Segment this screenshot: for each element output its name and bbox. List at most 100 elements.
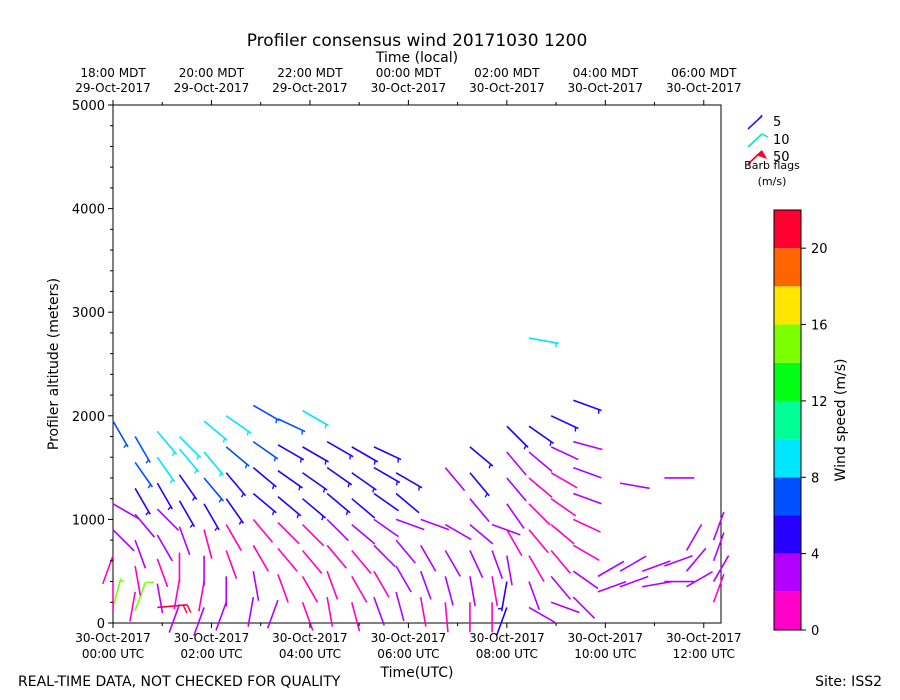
- barb-half: [218, 498, 223, 503]
- wind-barb: [597, 580, 627, 593]
- barb-staff: [203, 477, 224, 502]
- barb-staff: [351, 523, 376, 545]
- barb-staff: [156, 482, 174, 510]
- colorbar-tick-label: 8: [811, 471, 819, 486]
- barb-staff: [686, 571, 713, 588]
- barb-staff: [619, 482, 650, 490]
- colorbar-segment: [774, 286, 801, 325]
- barb-staff: [619, 575, 649, 588]
- barb-half: [484, 493, 488, 498]
- barb-half: [169, 478, 174, 484]
- barb-staff: [444, 602, 449, 633]
- wind-barb: [168, 604, 181, 633]
- barb-staff: [252, 518, 274, 543]
- barb-staff: [550, 523, 575, 545]
- wind-barb: [277, 444, 305, 463]
- wind-barb: [326, 596, 334, 627]
- barb-legend-entry: 5: [747, 114, 781, 130]
- x-axis: 30-Oct-2017 00:00 UTC 30-Oct-2017 02:00 UTC…: [75, 102, 742, 661]
- wind-barb: [129, 591, 136, 622]
- wind-barb: [395, 565, 412, 593]
- y-tick-label: 0: [97, 617, 105, 632]
- barb-staff: [528, 425, 555, 445]
- quality-note: REAL-TIME DATA, NOT CHECKED FOR QUALITY: [18, 674, 341, 690]
- wind-barb: [469, 576, 476, 607]
- x2-tick-label-date: 29-Oct-2017: [174, 81, 250, 95]
- wind-barb: [619, 482, 650, 490]
- wind-barb: [550, 446, 579, 461]
- wind-barb: [203, 503, 220, 531]
- wind-barb: [134, 581, 154, 611]
- barb-staff: [156, 558, 169, 588]
- barb-half: [271, 484, 275, 490]
- barb-staff: [444, 467, 466, 492]
- barb-staff: [156, 534, 174, 562]
- wind-barb: [156, 430, 178, 457]
- wind-barb: [178, 474, 198, 501]
- barb-staff: [469, 498, 490, 523]
- barb-legend-label: 50: [773, 150, 790, 165]
- wind-barb: [112, 578, 125, 608]
- wind-barb: [395, 539, 416, 564]
- wind-barb: [712, 555, 730, 582]
- barb-staff: [134, 539, 147, 569]
- barb-staff: [395, 591, 405, 622]
- colorbar-tick-label: 20: [811, 242, 828, 257]
- colorbar-segment: [774, 553, 801, 592]
- wind-barb: [444, 550, 462, 577]
- wind-barb: [156, 482, 174, 511]
- barb-staff: [326, 570, 339, 600]
- barb-staff: [225, 498, 245, 524]
- barb-half: [123, 443, 128, 449]
- wind-barb: [277, 521, 300, 545]
- barb-half: [246, 431, 250, 436]
- wind-barb: [444, 523, 472, 541]
- wind-barb: [301, 524, 325, 547]
- barb-half: [554, 342, 558, 348]
- wind-barb: [712, 511, 725, 541]
- barb-staff: [193, 607, 205, 636]
- barb-staff: [173, 579, 181, 610]
- wind-barb: [156, 534, 174, 562]
- colorbar-segment: [774, 248, 801, 287]
- barb-half: [322, 488, 326, 493]
- barb-half: [523, 444, 527, 450]
- barb-staff: [266, 599, 279, 629]
- barb-staff: [156, 456, 176, 483]
- wind-barb: [395, 472, 423, 491]
- wind-barb: [178, 526, 191, 556]
- x-tick-label-date: 30-Oct-2017: [272, 631, 348, 645]
- barb-staff: [302, 446, 329, 463]
- wind-barb: [469, 472, 490, 498]
- barb-staff: [134, 513, 156, 538]
- wind-barb: [112, 529, 135, 552]
- barb-staff: [528, 529, 549, 554]
- x-tick-label-date: 30-Oct-2017: [371, 631, 447, 645]
- barb-staff: [277, 444, 305, 461]
- barb-staff: [134, 436, 151, 463]
- y-tick-label: 4000: [72, 203, 105, 218]
- barb-staff: [168, 604, 181, 633]
- barb-staff: [156, 508, 180, 531]
- wind-barb: [198, 581, 205, 612]
- barb-staff: [550, 415, 579, 430]
- barb-half: [321, 515, 324, 521]
- barb-staff: [506, 451, 527, 476]
- wind-barb: [419, 544, 437, 572]
- wind-barb: [495, 607, 508, 636]
- barb-staff: [550, 472, 578, 489]
- barb-half: [196, 455, 200, 460]
- barb-staff: [491, 550, 504, 579]
- wind-barb: [277, 574, 289, 603]
- barb-half: [145, 511, 150, 516]
- wind-barb: [572, 570, 599, 590]
- wind-barb: [225, 472, 247, 498]
- barb-staff: [395, 539, 416, 564]
- wind-barb: [277, 547, 298, 572]
- barb-staff: [664, 555, 693, 567]
- barb-staff: [419, 544, 437, 572]
- wind-barb: [497, 581, 508, 612]
- wind-barb: [326, 441, 354, 460]
- y-tick-label: 3000: [72, 306, 105, 321]
